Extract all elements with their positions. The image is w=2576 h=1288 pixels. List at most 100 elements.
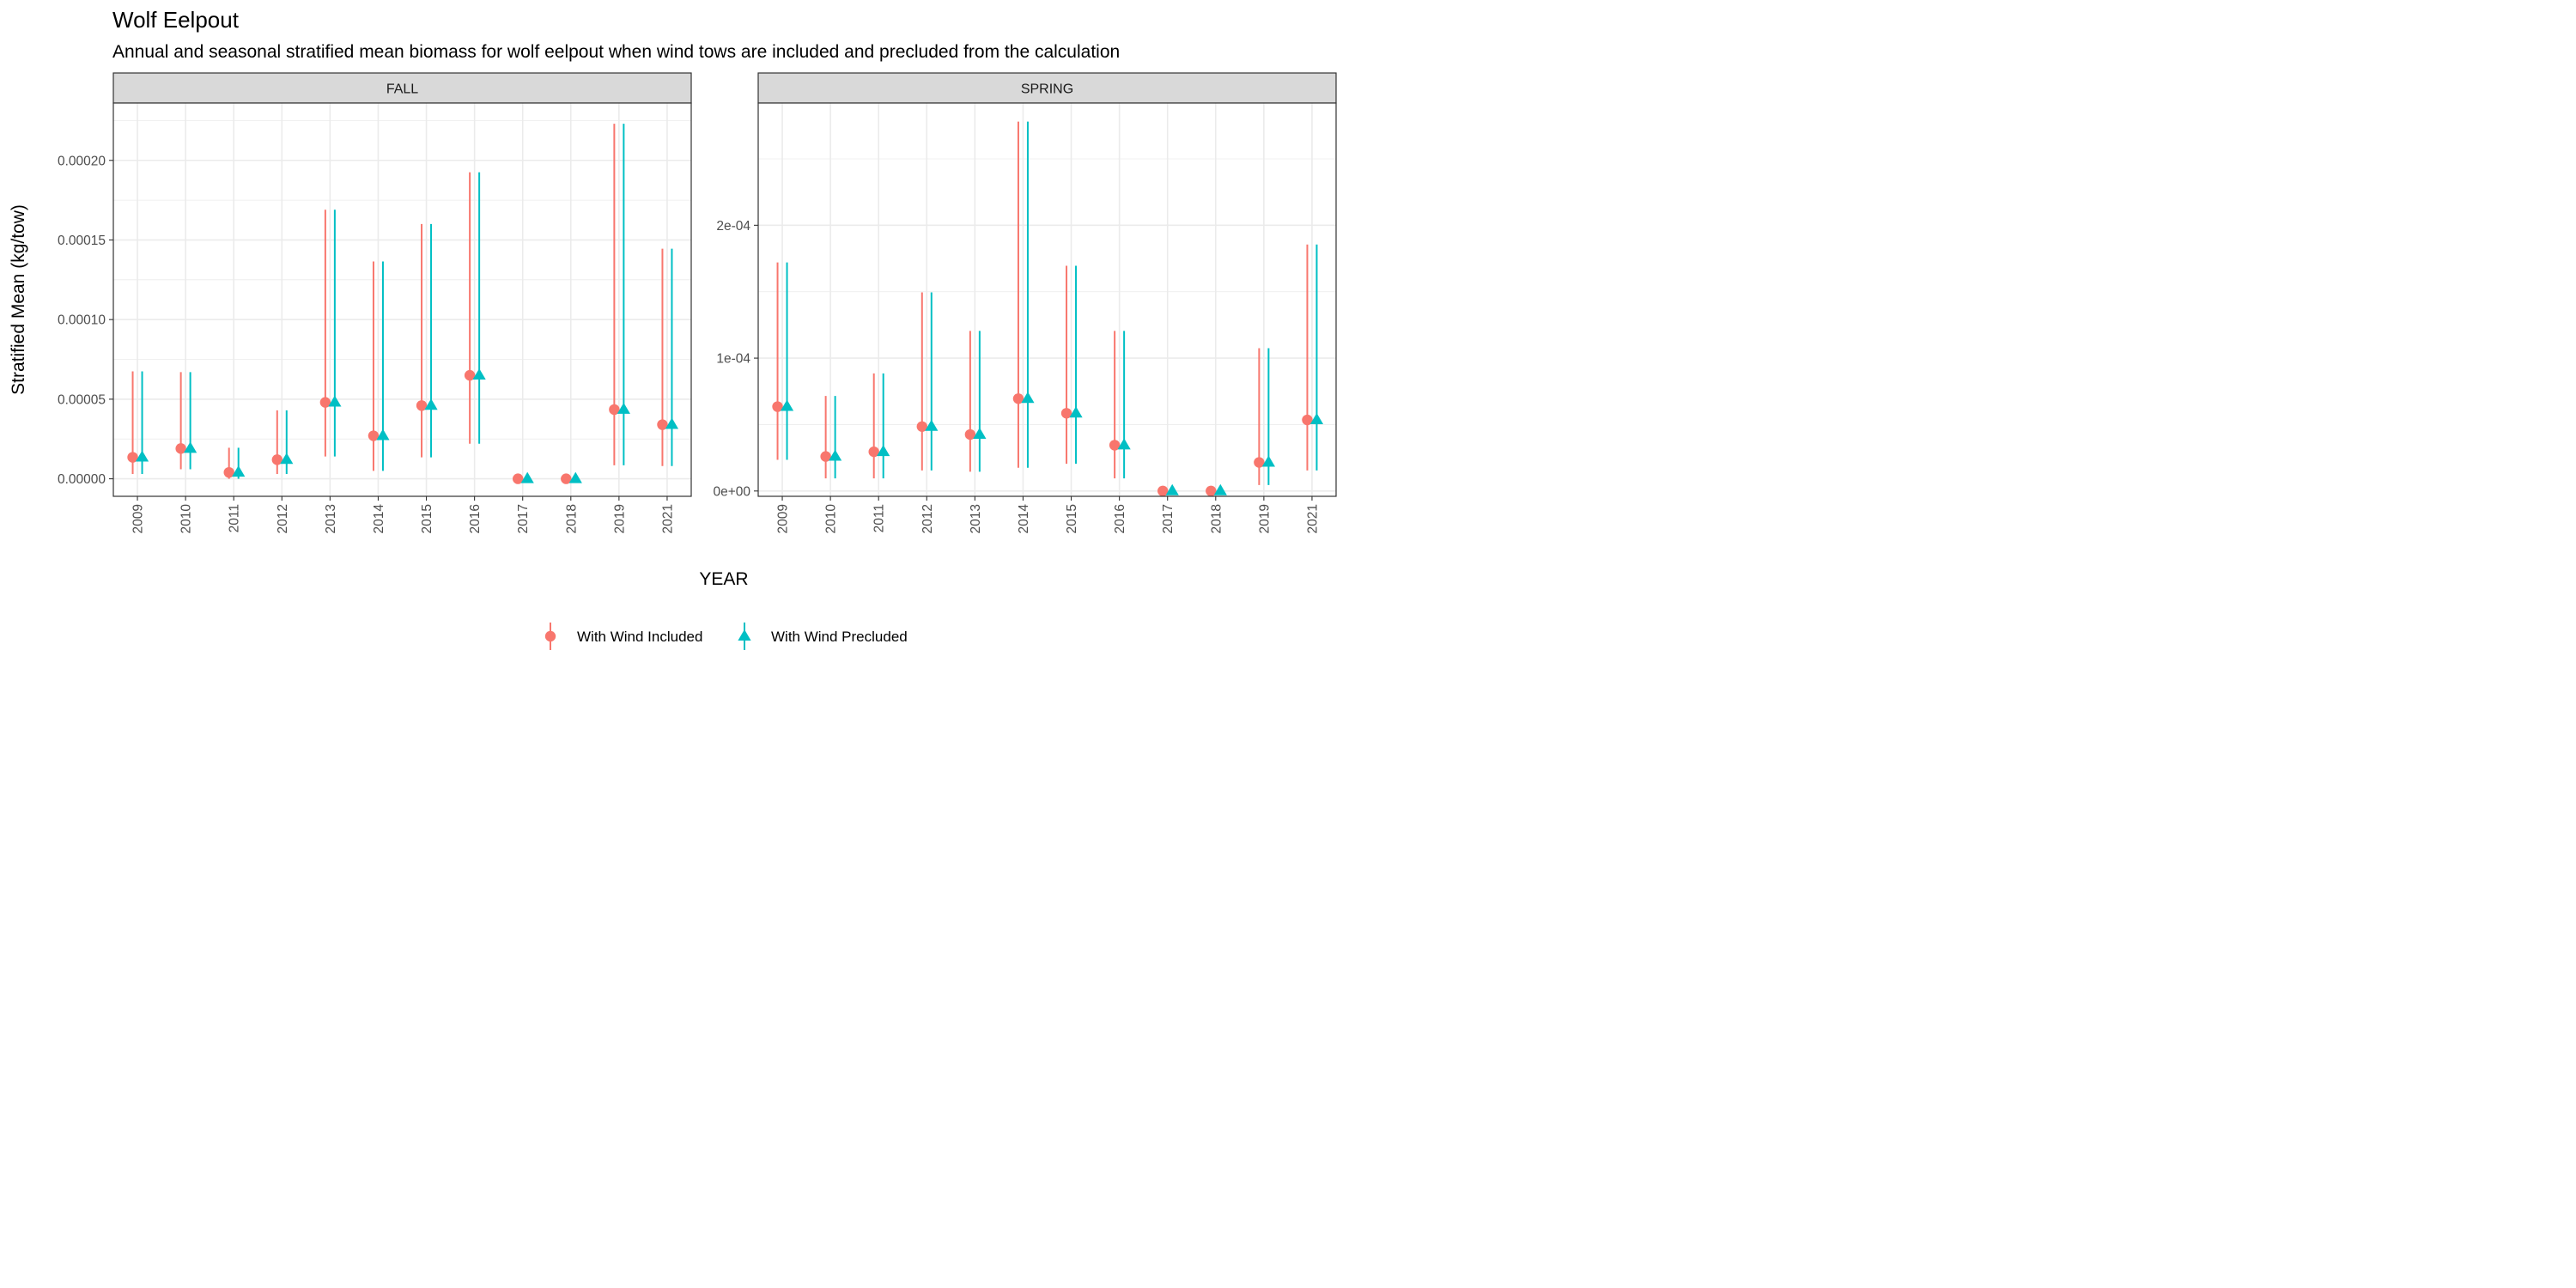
data-point — [1261, 455, 1275, 467]
data-point — [1302, 414, 1313, 426]
x-tick-label: 2010 — [179, 504, 194, 534]
data-point — [772, 401, 783, 412]
series-included — [772, 121, 1313, 497]
facet-strip-label: SPRING — [1021, 82, 1073, 97]
chart-canvas: Wolf Eelpout Annual and seasonal stratif… — [9, 7, 1337, 650]
legend-label: With Wind Precluded — [771, 629, 908, 645]
data-point — [520, 471, 534, 483]
x-tick-label: 2013 — [969, 504, 983, 533]
panel-spring: SPRING 0e+00 1e-04 2e-04 2009 2010 2011 2012 201… — [713, 72, 1337, 534]
y-tick-label: 0e+00 — [713, 484, 750, 499]
legend-label: With Wind Included — [577, 629, 702, 645]
data-point — [271, 454, 283, 465]
panel-border — [757, 102, 1337, 497]
panel-background — [758, 103, 1336, 496]
x-tick-label: 2014 — [1017, 504, 1031, 534]
x-tick-label: 2021 — [660, 504, 675, 533]
data-point — [232, 465, 246, 477]
data-point — [1165, 483, 1179, 495]
data-point — [1206, 485, 1217, 497]
data-point — [1117, 438, 1131, 450]
data-point — [568, 471, 582, 483]
legend-item-precluded: With Wind Precluded — [738, 623, 908, 650]
data-point — [135, 450, 149, 462]
data-point — [1021, 392, 1035, 404]
data-point — [1109, 440, 1121, 451]
x-tick-label: 2012 — [920, 504, 935, 533]
data-point — [1309, 413, 1324, 424]
data-point — [665, 417, 679, 429]
y-tick-label: 0.00010 — [58, 313, 106, 328]
data-point — [328, 395, 342, 407]
data-point — [820, 451, 831, 462]
data-point — [280, 453, 294, 465]
x-tick-label: 2009 — [131, 504, 146, 533]
panel-background — [113, 103, 691, 496]
x-tick-label: 2019 — [612, 504, 627, 533]
chart-subtitle: Annual and seasonal stratified mean biom… — [112, 42, 1120, 62]
data-point — [1012, 393, 1024, 404]
data-point — [1157, 485, 1169, 497]
x-tick-label: 2011 — [872, 504, 887, 532]
data-point — [223, 466, 234, 478]
x-tick-label: 2009 — [776, 504, 791, 533]
facet-panels: FALL 0.00000 0.00005 0.00010 0.00015 0.00020 2… — [58, 72, 1337, 534]
x-tick-label: 2018 — [564, 504, 579, 533]
data-point — [925, 419, 939, 431]
x-tick-label: 2015 — [420, 504, 434, 533]
data-point — [368, 430, 380, 441]
facet-strip — [112, 72, 692, 104]
x-tick-label: 2011 — [228, 504, 242, 532]
facet-strip — [757, 72, 1337, 104]
data-point — [617, 402, 630, 414]
data-point — [464, 369, 476, 381]
x-tick-label: 2015 — [1065, 504, 1079, 533]
data-point — [184, 441, 197, 453]
data-point — [472, 368, 486, 380]
data-point — [175, 443, 186, 454]
x-tick-label: 2017 — [1161, 504, 1176, 533]
data-point — [877, 445, 890, 457]
data-point — [829, 449, 842, 461]
legend-key-point — [738, 629, 751, 641]
x-tick-label: 2012 — [276, 504, 290, 533]
x-tick-label: 2018 — [1209, 504, 1224, 533]
y-tick-label: 0.00020 — [58, 154, 106, 168]
x-axis-title: YEAR — [699, 569, 748, 589]
x-tick-label: 2021 — [1305, 504, 1320, 533]
data-point — [916, 421, 927, 432]
y-tick-label: 2e-04 — [716, 219, 750, 234]
data-point — [416, 400, 428, 411]
legend-item-included: With Wind Included — [544, 623, 702, 650]
facet-strip-label: FALL — [386, 82, 418, 97]
data-point — [513, 473, 524, 484]
data-point — [973, 428, 987, 440]
x-tick-label: 2017 — [516, 504, 531, 533]
data-point — [1213, 483, 1227, 495]
data-point — [561, 473, 572, 484]
data-point — [1254, 457, 1265, 468]
x-tick-label: 2019 — [1257, 504, 1272, 533]
data-point — [868, 446, 879, 458]
data-point — [657, 419, 668, 430]
data-point — [1060, 408, 1072, 419]
x-tick-label: 2014 — [372, 504, 386, 534]
x-tick-label: 2016 — [468, 504, 483, 533]
data-point — [1069, 406, 1083, 418]
series-precluded — [135, 124, 679, 483]
series-precluded — [780, 121, 1324, 495]
y-tick-label: 1e-04 — [716, 352, 750, 367]
panel-border — [112, 102, 692, 497]
y-tick-label: 0.00005 — [58, 392, 106, 407]
data-point — [376, 428, 390, 440]
legend-key-point — [544, 630, 556, 642]
y-axis-title: Stratified Mean (kg/tow) — [9, 204, 28, 395]
data-point — [424, 398, 438, 410]
chart-title: Wolf Eelpout — [112, 7, 240, 33]
data-point — [964, 428, 976, 440]
x-tick-label: 2016 — [1113, 504, 1127, 533]
y-tick-label: 0.00015 — [58, 234, 106, 248]
data-point — [127, 452, 138, 463]
data-point — [609, 404, 620, 416]
data-point — [780, 399, 794, 411]
